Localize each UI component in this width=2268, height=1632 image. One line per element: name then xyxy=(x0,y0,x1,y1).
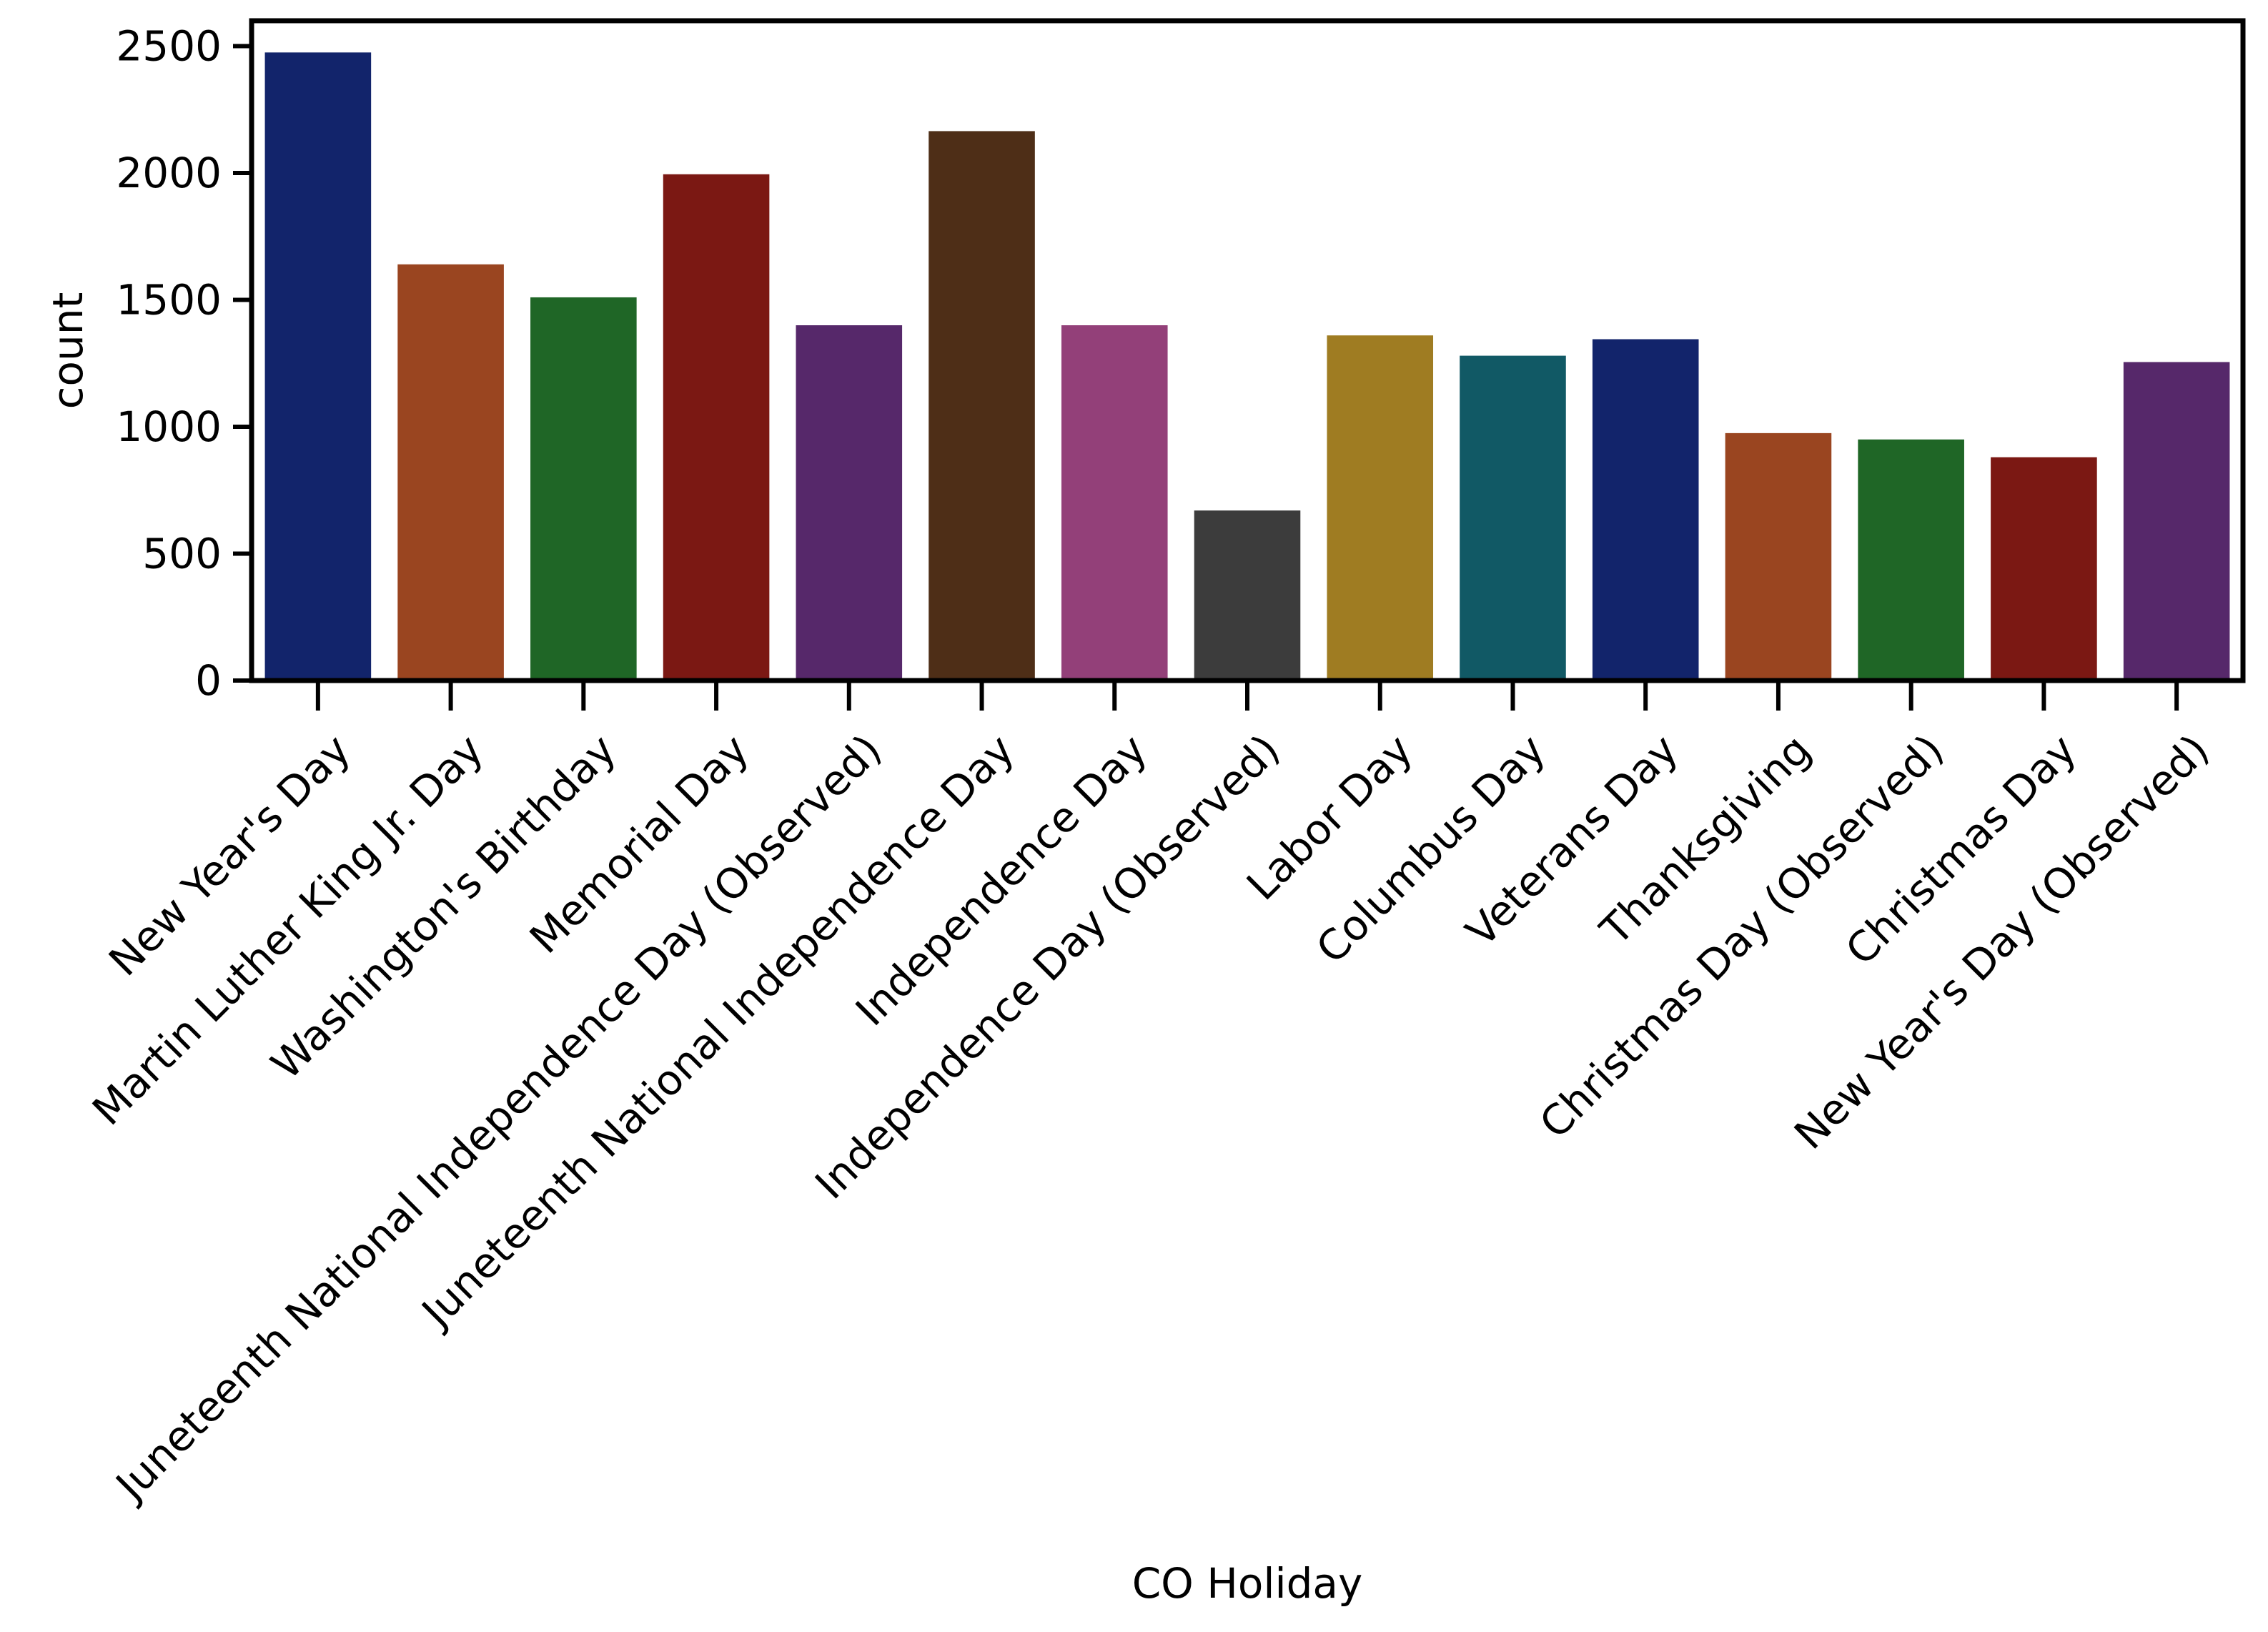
bar xyxy=(663,174,770,681)
bar xyxy=(397,264,504,681)
bar xyxy=(1061,325,1168,681)
y-tick-label: 1000 xyxy=(116,402,222,451)
bar xyxy=(530,297,637,681)
y-tick-label: 2000 xyxy=(116,149,222,197)
bar xyxy=(1725,432,1832,681)
y-tick-label: 0 xyxy=(195,656,222,705)
y-tick-label: 2500 xyxy=(116,22,222,71)
bars-layer xyxy=(264,52,2230,681)
x-tick-label: Independence Day (Observed) xyxy=(806,725,1289,1208)
bar xyxy=(264,52,372,681)
bar xyxy=(2123,362,2230,681)
y-tick-label: 500 xyxy=(142,530,222,578)
x-tick-label: Christmas Day xyxy=(1836,725,2086,974)
bar xyxy=(929,131,1035,681)
x-axis-label: CO Holiday xyxy=(1132,1559,1363,1608)
y-axis: 0 500 1000 1500 2000 2500 xyxy=(116,22,252,705)
bar xyxy=(1991,457,2097,681)
bar xyxy=(1592,339,1699,681)
x-tick-label: New Year's Day xyxy=(99,725,360,985)
bar xyxy=(796,325,903,681)
plot-frame xyxy=(249,18,2246,683)
y-tick-label: 1500 xyxy=(116,276,222,325)
x-tick-label: Columbus Day xyxy=(1307,725,1555,973)
y-axis-label: count xyxy=(44,292,92,410)
bar xyxy=(1327,335,1434,681)
bar xyxy=(1194,510,1301,681)
bar xyxy=(1858,439,1964,681)
bar xyxy=(1460,355,1566,681)
